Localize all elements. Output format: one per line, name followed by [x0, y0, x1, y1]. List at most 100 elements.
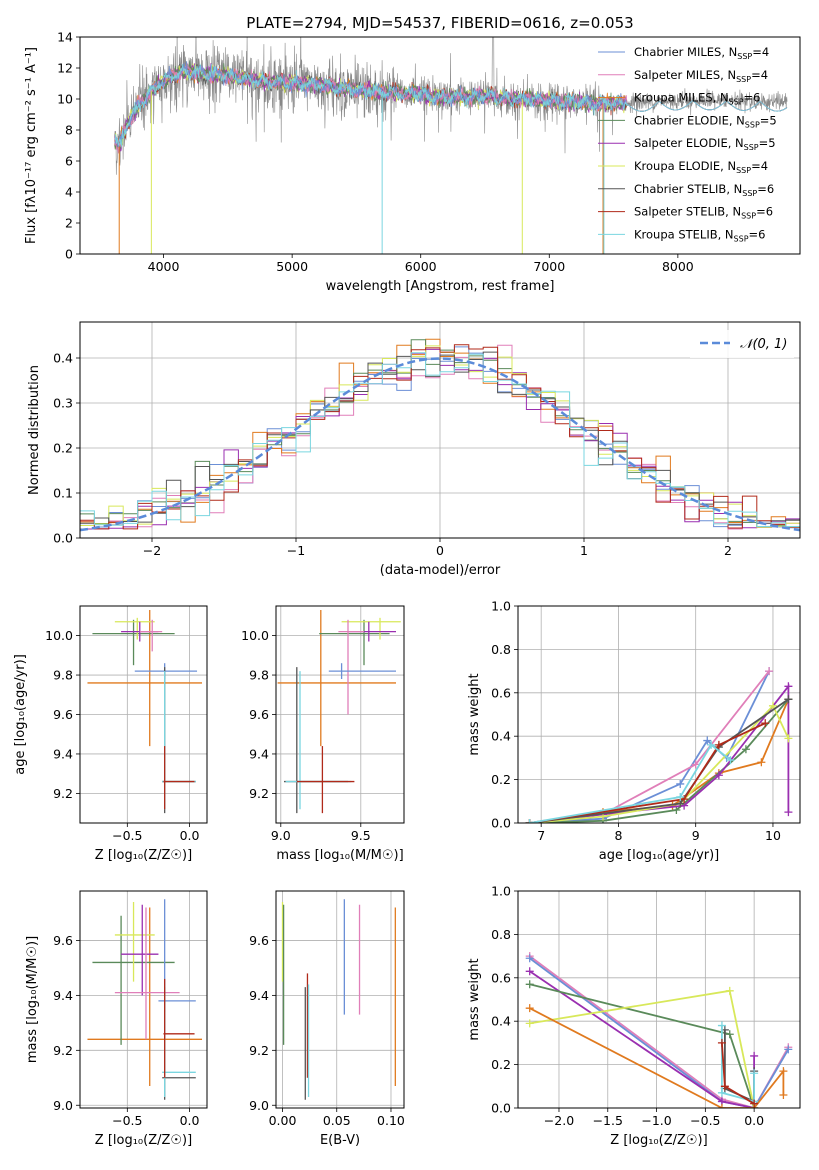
legend-label: Chabrier ELODIE, N [634, 113, 745, 127]
axes-frame [275, 605, 405, 824]
data-point-salpeter-miles [139, 619, 163, 652]
x-tick-label: 7000 [533, 259, 565, 274]
y-tick-label: 0.6 [491, 970, 511, 985]
y-tick-label: 9.0 [249, 1098, 269, 1113]
series-marker [750, 1069, 759, 1078]
x-tick-label: 9 [692, 828, 700, 843]
series-marker [717, 1021, 726, 1030]
legend-label: Kroupa STELIB, N [634, 227, 734, 241]
x-axis-label: E(B-V) [320, 1133, 360, 1148]
x-tick-label: −2.0 [544, 1113, 574, 1128]
y-tick-label: 9.4 [249, 988, 269, 1003]
series-marker [676, 792, 685, 801]
series-marker [525, 980, 534, 989]
spectrum-plot-area [114, 37, 788, 254]
data-point-salpeter-miles [114, 907, 180, 1040]
legend-label: 𝒩(0, 1) [740, 337, 787, 352]
y-tick-label: 0.8 [491, 642, 511, 657]
observed-spectrum [114, 37, 788, 175]
y-tick-label: 9.8 [53, 668, 73, 683]
legend-subscript: SSP [729, 98, 744, 107]
series-marker [757, 758, 766, 767]
series-marker [784, 734, 793, 743]
y-tick-label: 0.2 [491, 1057, 511, 1072]
data-point-kroupa-elodie [114, 617, 155, 640]
x-tick-label: −1.5 [593, 1113, 623, 1128]
legend-entry: Chabrier STELIB, NSSP=6 [634, 182, 774, 198]
x-axis-label: Z [log₁₀(Z/Z☉)] [95, 848, 192, 863]
data-point-chabrier-elodie [92, 619, 175, 666]
series-marker [750, 1099, 759, 1108]
series-marker [707, 740, 716, 749]
y-tick-label: 9.0 [53, 1098, 73, 1113]
legend-tail: =4 [752, 45, 769, 59]
series-line [529, 1007, 785, 1108]
y-tick-label: 9.6 [53, 933, 73, 948]
data-point-chabrier-stelib [162, 987, 196, 1100]
legend-subscript: SSP [741, 212, 756, 221]
mass_vs_ebv-plot-area [281, 899, 396, 1100]
series-marker [525, 967, 534, 976]
y-axis-label: mass weight [467, 673, 482, 755]
mass_vs_Z-plot-area [87, 899, 203, 1100]
series-line [529, 743, 732, 823]
y-tick-label: 4 [65, 185, 73, 200]
legend-tail: =5 [759, 136, 776, 150]
series-marker [525, 954, 534, 963]
legend-label: Kroupa MILES, N [634, 91, 729, 105]
x-tick-label: 0.0 [180, 828, 200, 843]
x-tick-label: −0.5 [690, 1113, 720, 1128]
residual-histogram [80, 344, 800, 530]
data-point-kroupa-elodie [341, 617, 401, 640]
series-line [529, 989, 755, 1108]
data-point-kroupa-stelib [285, 671, 352, 810]
y-axis-label: Flux [fλ10⁻¹⁷ erg cm⁻² s⁻¹ A⁻¹] [24, 47, 39, 244]
age_vs_Z-plot-area [87, 609, 203, 814]
y-tick-label: 10.0 [241, 628, 269, 643]
x-tick-label: 10 [765, 828, 781, 843]
y-tick-label: 9.4 [249, 746, 269, 761]
normal-curve [80, 357, 800, 532]
series-marker [725, 986, 734, 995]
legend-tail: =6 [756, 205, 773, 219]
data-point-kroupa-miles [277, 609, 396, 747]
legend-subscript: SSP [736, 166, 751, 175]
legend-tail: =6 [757, 182, 774, 196]
data-point-kroupa-miles [87, 907, 203, 1087]
mass_vs_ebv-axes: 0.00 0.05 0.10 9.0 9.2 9.4 9.6 E(B-V) [249, 890, 405, 1148]
series-marker [691, 760, 700, 769]
data-point-chabrier-miles [328, 663, 396, 679]
series-marker [525, 1019, 534, 1028]
y-tick-label: 9.2 [53, 786, 73, 801]
y-tick-label: 0.0 [491, 1101, 511, 1116]
x-tick-label: −0.5 [112, 828, 142, 843]
x-tick-label: 2 [724, 543, 732, 558]
series-marker [525, 819, 534, 823]
series-marker [761, 719, 770, 728]
x-tick-label: 9.5 [351, 828, 371, 843]
legend-entry: Salpeter MILES, NSSP=4 [634, 68, 768, 84]
x-tick-label: 7 [537, 828, 545, 843]
legend-tail: =6 [749, 227, 766, 241]
legend-label: Chabrier STELIB, N [634, 182, 742, 196]
data-point-kroupa-stelib [162, 671, 196, 810]
legend-label: Salpeter MILES, N [634, 68, 736, 82]
spectrum-axes: 4000 5000 6000 7000 8000 0 2 4 6 8 10 12 14 wavelengt… [24, 14, 801, 294]
y-tick-label: 0.0 [53, 531, 73, 546]
x-tick-label: 1 [580, 543, 588, 558]
series-line [529, 698, 789, 823]
x-tick-label: −0.5 [112, 1113, 142, 1128]
massweight_vs_Z-plot-area [525, 952, 793, 1108]
x-tick-label: 6000 [405, 259, 437, 274]
axes-frame [79, 36, 801, 255]
series-marker [717, 1088, 726, 1097]
series-marker [784, 808, 793, 817]
y-tick-label: 10 [57, 92, 73, 107]
x-axis-label: Z [log₁₀(Z/Z☉)] [95, 1133, 192, 1148]
legend-label: Kroupa ELODIE, N [634, 159, 736, 173]
legend-subscript: SSP [745, 120, 760, 129]
y-tick-label: 6 [65, 154, 73, 169]
chart-title: PLATE=2794, MJD=54537, FIBERID=0616, z=0… [246, 14, 633, 32]
x-tick-label: 9.0 [271, 828, 291, 843]
x-tick-label: −2 [143, 543, 161, 558]
